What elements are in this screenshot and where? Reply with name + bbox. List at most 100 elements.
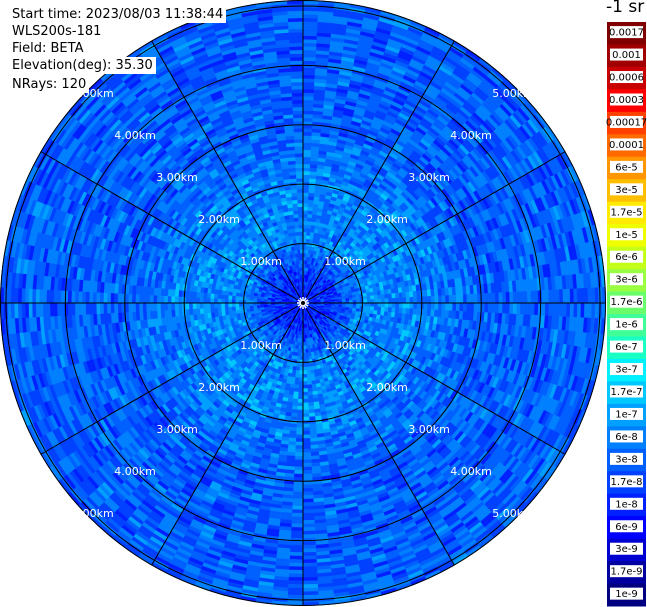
range-gate-cell: [423, 302, 428, 310]
range-gate-cell: [302, 71, 316, 76]
range-gate-cell: [302, 167, 311, 172]
range-gate-cell: [452, 294, 457, 304]
range-gate-cell: [302, 113, 314, 119]
range-gate-cell: [498, 292, 503, 304]
range-gate-cell: [381, 302, 386, 308]
range-gate-cell: [555, 302, 560, 317]
range-gate-cell: [306, 366, 311, 371]
range-gate-cell: [445, 302, 450, 311]
range-gate-cell: [584, 287, 589, 304]
range-gate-cell: [302, 195, 309, 200]
range-gate-cell: [387, 307, 393, 313]
range-gate-cell: [413, 302, 418, 310]
range-gate-cell: [427, 302, 432, 310]
range-gate-cell: [584, 302, 589, 319]
range-gate-cell: [587, 302, 592, 319]
range-gate-cell: [305, 355, 310, 361]
range-gate-cell: [459, 294, 464, 304]
range-gate-cell: [505, 302, 510, 315]
range-gate-cell: [302, 14, 319, 19]
range-gate-cell: [398, 302, 404, 309]
range-gate-cell: [302, 160, 311, 165]
range-gate-cell: [470, 293, 475, 304]
range-gate-cell: [373, 302, 379, 308]
range-gate-cell: [388, 298, 393, 304]
range-gate-cell: [306, 380, 312, 386]
range-gate-cell: [366, 299, 371, 304]
range-gate-cell: [302, 63, 316, 69]
range-gate-cell: [391, 297, 396, 304]
range-gate-cell: [495, 302, 500, 314]
range-gate-cell: [352, 297, 357, 301]
range-gate-cell: [305, 352, 309, 357]
range-gate-cell: [559, 289, 564, 304]
range-gate-cell: [302, 220, 308, 225]
range-gate-cell: [394, 307, 400, 314]
range-gate-cell: [302, 56, 317, 62]
range-gate-cell: [409, 308, 414, 315]
range-gate-cell: [427, 296, 432, 304]
range-gate-cell: [541, 290, 546, 304]
range-gate-cell: [438, 295, 443, 304]
range-gate-cell: [302, 206, 309, 211]
range-gate-cell: [459, 302, 464, 312]
range-gate-cell: [394, 292, 400, 299]
range-gate-cell: [302, 156, 311, 161]
range-gate-cell: [308, 405, 315, 411]
range-gate-cell: [448, 302, 453, 312]
range-gate-cell: [384, 307, 389, 313]
range-gate-cell: [537, 302, 543, 316]
range-gate-cell: [302, 96, 315, 101]
range-gate-cell: [302, 235, 307, 240]
range-gate-cell: [302, 217, 308, 222]
range-gate-cell: [302, 210, 309, 215]
range-gate-cell: [373, 306, 378, 312]
range-gate-cell: [362, 292, 368, 297]
range-gate-cell: [413, 296, 418, 304]
range-gate-cell: [305, 363, 310, 368]
range-gate-cell: [519, 302, 525, 315]
range-gate-cell: [302, 185, 310, 190]
range-gate-cell: [591, 302, 596, 319]
range-gate-cell: [594, 287, 600, 304]
range-gate-cell: [527, 290, 532, 304]
range-gate-cell: [366, 292, 371, 297]
range-gate-cell: [305, 238, 310, 243]
range-gate-cell: [377, 306, 382, 312]
range-gate-cell: [387, 293, 393, 299]
range-gate-cell: [302, 103, 314, 108]
range-gate-cell: [308, 199, 315, 204]
range-gate-cell: [448, 294, 453, 304]
range-gate-cell: [406, 297, 411, 304]
range-gate-cell: [363, 305, 368, 310]
range-gate-cell: [380, 306, 386, 312]
range-gate-cell: [381, 298, 386, 304]
range-gate-cell: [302, 178, 310, 183]
range-gate-cell: [306, 377, 312, 382]
range-gate-cell: [302, 85, 315, 90]
range-gate-cell: [466, 294, 471, 304]
range-gate-cell: [366, 302, 371, 307]
range-gate-cell: [445, 295, 450, 304]
range-gate-cell: [302, 213, 308, 218]
range-gate-cell: [302, 192, 309, 197]
range-gate-cell: [409, 297, 414, 304]
range-gate-cell: [302, 181, 310, 186]
range-gate-cell: [306, 235, 311, 240]
range-gate-cell: [416, 296, 421, 304]
range-gate-cell: [302, 74, 316, 79]
range-gate-cell: [373, 298, 379, 304]
range-gate-cell: [302, 24, 318, 30]
range-gate-cell: [308, 402, 315, 407]
range-gate-cell: [373, 294, 378, 300]
range-gate-cell: [409, 302, 414, 309]
range-gate-cell: [302, 199, 309, 204]
range-gate-cell: [307, 206, 314, 212]
range-gate-cell: [566, 302, 571, 318]
range-gate-cell: [384, 293, 389, 299]
range-gate-cell: [359, 296, 364, 301]
range-gate-cell: [406, 302, 411, 309]
range-gate-cell: [420, 296, 425, 304]
range-gate-cell: [405, 291, 411, 298]
